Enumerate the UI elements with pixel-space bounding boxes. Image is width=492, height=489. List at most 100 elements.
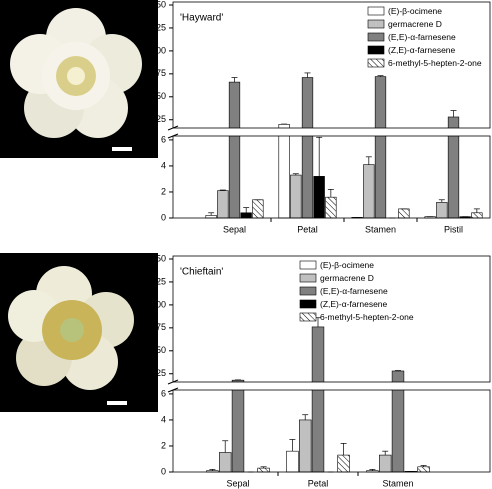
- legend-label: (Z,E)-α-farnesene: [320, 299, 388, 309]
- y-tick-label: 100: [151, 45, 166, 55]
- legend-swatch: [299, 286, 317, 296]
- error-bar: [377, 75, 384, 77]
- y-tick-label: 25: [156, 368, 166, 378]
- legend-label: (E,E)-α-farnesene: [320, 286, 388, 296]
- legend-swatch: [299, 312, 317, 322]
- y-tick-label: 25: [156, 114, 166, 124]
- axis-break-mark: [167, 133, 179, 139]
- error-bar: [382, 450, 389, 456]
- error-bar: [260, 466, 267, 469]
- legend-swatch: [367, 58, 385, 68]
- bar: [240, 212, 252, 219]
- error-bar: [473, 208, 480, 213]
- error-bar: [365, 156, 372, 165]
- y-tick-label: 0: [161, 212, 166, 222]
- plot-frame: [172, 1, 491, 129]
- x-tick-label: Petal: [297, 224, 318, 234]
- bar: [219, 452, 232, 473]
- legend-label: germacrene D: [388, 19, 442, 29]
- error-bar: [302, 414, 309, 420]
- error-bar: [369, 469, 376, 471]
- y-tick-label: 75: [156, 322, 166, 332]
- legend-swatch: [367, 6, 385, 16]
- legend-label: 6-methyl-5-hepten-2-one: [388, 58, 482, 68]
- y-tick-label: 4: [161, 160, 166, 170]
- chart-title: 'Chieftain': [180, 267, 223, 278]
- x-tick-label: Petal: [308, 478, 329, 488]
- bar: [313, 176, 325, 219]
- legend-label: (E)-β-ocimene: [388, 6, 442, 16]
- photo-chieftain: [0, 253, 158, 412]
- legend-label: (E,E)-α-farnesene: [388, 32, 456, 42]
- legend-swatch: [299, 260, 317, 270]
- bar: [325, 196, 337, 219]
- x-tick-label: Sepal: [226, 478, 249, 488]
- chart-title: 'Hayward': [180, 13, 223, 24]
- y-tick-label: 150: [151, 253, 166, 263]
- legend-swatch: [299, 273, 317, 283]
- y-axis-label: volatile ng gFW⁻¹ h⁻¹: [145, 323, 155, 408]
- x-tick-label: Stamen: [365, 224, 396, 234]
- axis-break-gap: [167, 128, 492, 136]
- bar: [374, 76, 387, 219]
- x-tick-label: Pistil: [444, 224, 463, 234]
- error-bar: [222, 440, 229, 453]
- bar: [228, 81, 241, 219]
- y-tick-label: 2: [161, 440, 166, 450]
- photo-hayward: [0, 0, 158, 158]
- bar: [257, 467, 270, 473]
- legend: (E)-β-ocimene germacrene D (E,E)-α-farnese…: [367, 6, 482, 68]
- bar: [298, 419, 312, 473]
- bar: [337, 454, 350, 473]
- y-tick-label: 6: [161, 134, 166, 144]
- error-bar: [304, 72, 311, 78]
- y-tick-label: 50: [156, 91, 166, 101]
- error-bar: [450, 110, 457, 117]
- y-tick-label: 4: [161, 414, 166, 424]
- bar: [217, 190, 229, 219]
- bar: [471, 212, 483, 219]
- axis-break-mark: [167, 379, 179, 385]
- legend-label: (Z,E)-α-farnesene: [388, 45, 456, 55]
- bar: [301, 77, 314, 219]
- legend-label: 6-methyl-5-hepten-2-one: [320, 312, 414, 322]
- error-bar: [420, 465, 427, 467]
- bar: [231, 379, 245, 473]
- bar: [290, 174, 302, 219]
- y-tick-label: 75: [156, 68, 166, 78]
- bar: [278, 124, 290, 219]
- bar: [363, 164, 375, 219]
- y-axis-label: volatile ng gFW⁻¹ h⁻¹: [145, 69, 155, 154]
- axis-break-mark: [167, 125, 179, 131]
- plot-frame: [172, 255, 491, 383]
- legend-swatch: [367, 45, 385, 55]
- error-bar: [289, 439, 296, 452]
- axis-break-mark: [167, 387, 179, 393]
- y-tick-label: 0: [161, 466, 166, 476]
- legend: (E)-β-ocimene germacrene D (E,E)-α-farnese…: [299, 260, 414, 322]
- legend-label: (E)-β-ocimene: [320, 260, 374, 270]
- x-tick-label: Stamen: [382, 478, 413, 488]
- plot-frame: [172, 135, 491, 219]
- error-bar: [327, 189, 334, 198]
- error-bar: [438, 199, 445, 203]
- bar: [311, 326, 325, 473]
- y-tick-label: 125: [151, 276, 166, 286]
- error-bar: [316, 136, 323, 177]
- bar: [398, 208, 410, 219]
- error-bar: [340, 443, 347, 456]
- plot-frame: [172, 389, 491, 473]
- legend-swatch: [299, 299, 317, 309]
- bar: [252, 199, 264, 219]
- bar: [286, 450, 299, 473]
- error-bar: [208, 212, 215, 216]
- legend-swatch: [367, 32, 385, 42]
- error-bar: [209, 469, 216, 471]
- legend-swatch: [367, 19, 385, 29]
- y-tick-label: 2: [161, 186, 166, 196]
- error-bar: [219, 189, 226, 191]
- bar: [436, 202, 448, 219]
- y-tick-label: 100: [151, 299, 166, 309]
- y-tick-label: 125: [151, 22, 166, 32]
